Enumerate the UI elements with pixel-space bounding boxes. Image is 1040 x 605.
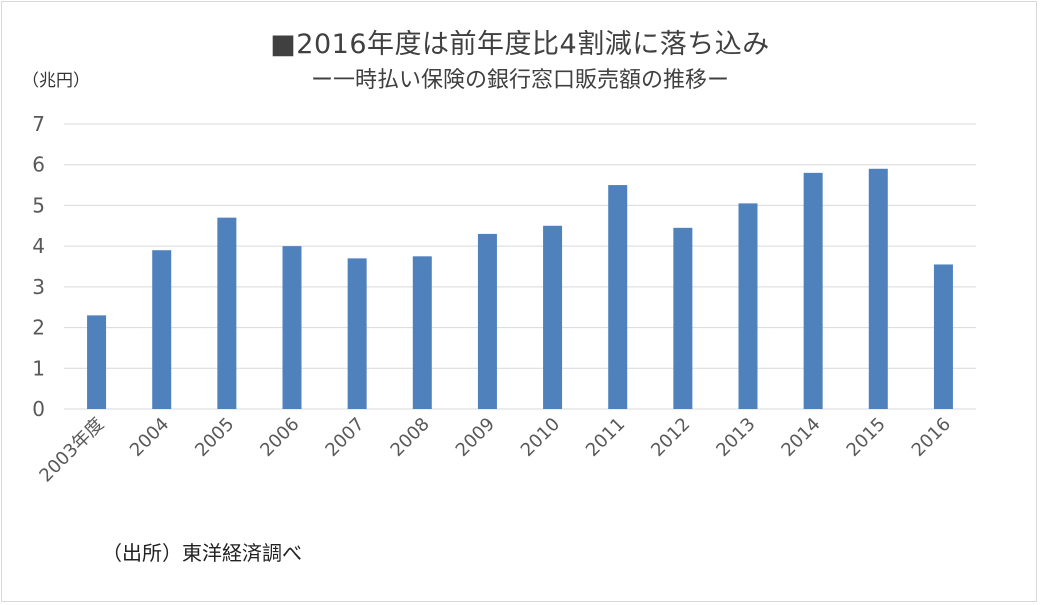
bar (608, 185, 628, 409)
chart-subtitle: ー一時払い保険の銀行窓口販売額の推移ー (310, 68, 729, 93)
x-tick-label: 2007 (321, 414, 368, 461)
y-axis-unit-label: （兆円） (22, 71, 90, 91)
bar (673, 227, 693, 409)
bar (282, 246, 302, 409)
x-tick-label: 2008 (387, 414, 434, 461)
bar (347, 258, 367, 409)
x-axis-ticks: 2003年度 2004 2005 2006 2007 2008 2009 2010 2011 20… (35, 414, 955, 487)
x-tick-label: 2016 (908, 414, 955, 461)
y-tick-label: 7 (32, 112, 45, 136)
bar (152, 250, 172, 409)
x-tick-label: 2003年度 (35, 414, 108, 487)
x-tick-label: 2012 (647, 414, 694, 461)
gridlines (64, 123, 976, 410)
y-axis-ticks: 0 1 2 3 4 5 6 7 (32, 112, 45, 421)
bar (477, 233, 497, 409)
y-tick-label: 0 (32, 397, 45, 421)
bar (543, 225, 563, 409)
bar (217, 217, 237, 409)
bar (738, 203, 758, 409)
x-tick-label: 2005 (191, 414, 238, 461)
bar (803, 172, 823, 409)
source-note: （出所）東洋経済調べ (102, 541, 302, 565)
bar (87, 315, 107, 409)
y-tick-label: 2 (32, 316, 45, 340)
y-tick-label: 5 (32, 193, 45, 217)
x-tick-label: 2006 (256, 414, 303, 461)
x-tick-label: 2004 (126, 414, 173, 461)
y-tick-label: 4 (32, 234, 45, 258)
bar (412, 256, 432, 409)
x-tick-label: 2014 (777, 414, 824, 461)
bar (933, 264, 953, 409)
chart-title: ■2016年度は前年度比4割減に落ち込み (270, 29, 770, 60)
x-tick-label: 2011 (582, 414, 629, 461)
bars (87, 168, 953, 409)
x-tick-label: 2010 (517, 414, 564, 461)
bar (868, 168, 888, 409)
x-tick-label: 2009 (452, 414, 499, 461)
y-tick-label: 1 (32, 356, 45, 380)
x-tick-label: 2013 (712, 414, 759, 461)
x-tick-label: 2015 (843, 414, 890, 461)
y-tick-label: 3 (32, 275, 45, 299)
y-tick-label: 6 (32, 153, 45, 177)
